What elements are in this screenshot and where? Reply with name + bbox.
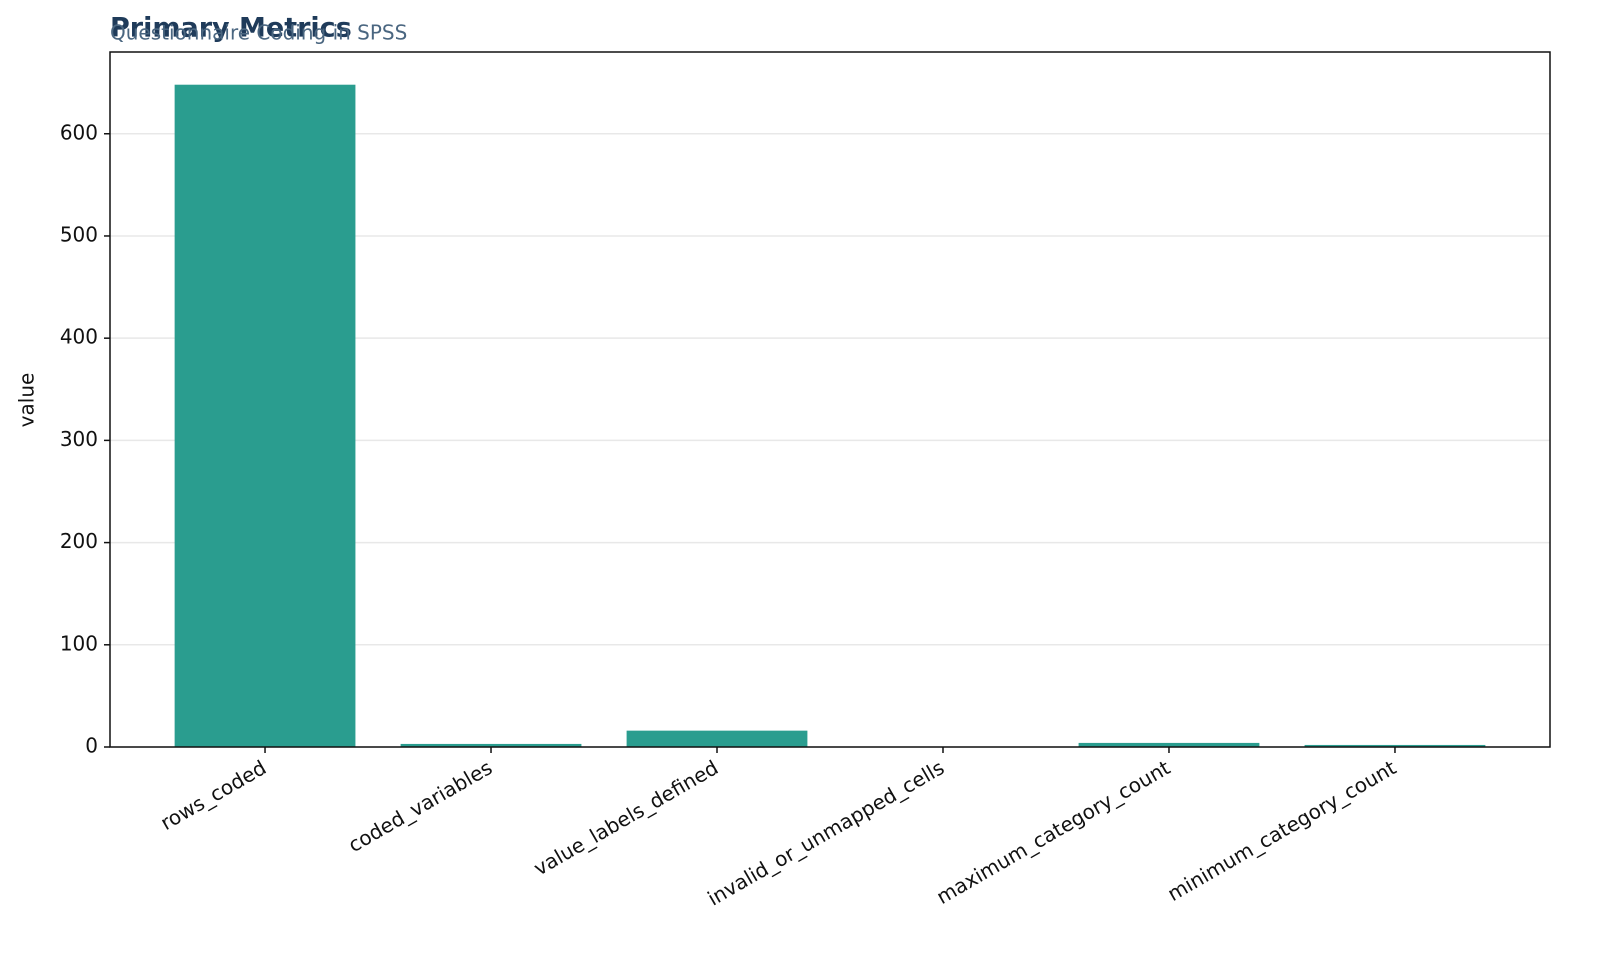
y-tick-label: 200 [60,529,98,553]
y-tick-label: 100 [60,631,98,655]
bar [174,84,356,748]
y-axis-label: value [15,373,39,428]
chart-title: Primary Metrics [110,13,352,44]
x-tick-label: coded_variables [344,755,496,857]
chart-subtitle: Questionnaire Coding in SPSS [110,21,407,45]
y-tick-label: 400 [60,325,98,349]
y-tick-label: 600 [60,120,98,144]
x-tick-label: value_labels_defined [530,755,723,880]
bar [400,743,582,747]
x-tick-label: minimum_category_count [1163,755,1400,906]
bar [1078,742,1260,747]
x-tick-label: invalid_or_unmapped_cells [703,755,948,910]
y-tick-label: 300 [60,427,98,451]
y-tick-label: 0 [85,734,98,758]
y-tick-label: 500 [60,222,98,246]
x-tick-label: rows_coded [156,755,270,835]
plot-frame [109,51,1551,748]
bar [626,730,808,747]
bar [1304,744,1486,747]
x-tick-label: maximum_category_count [932,755,1174,909]
